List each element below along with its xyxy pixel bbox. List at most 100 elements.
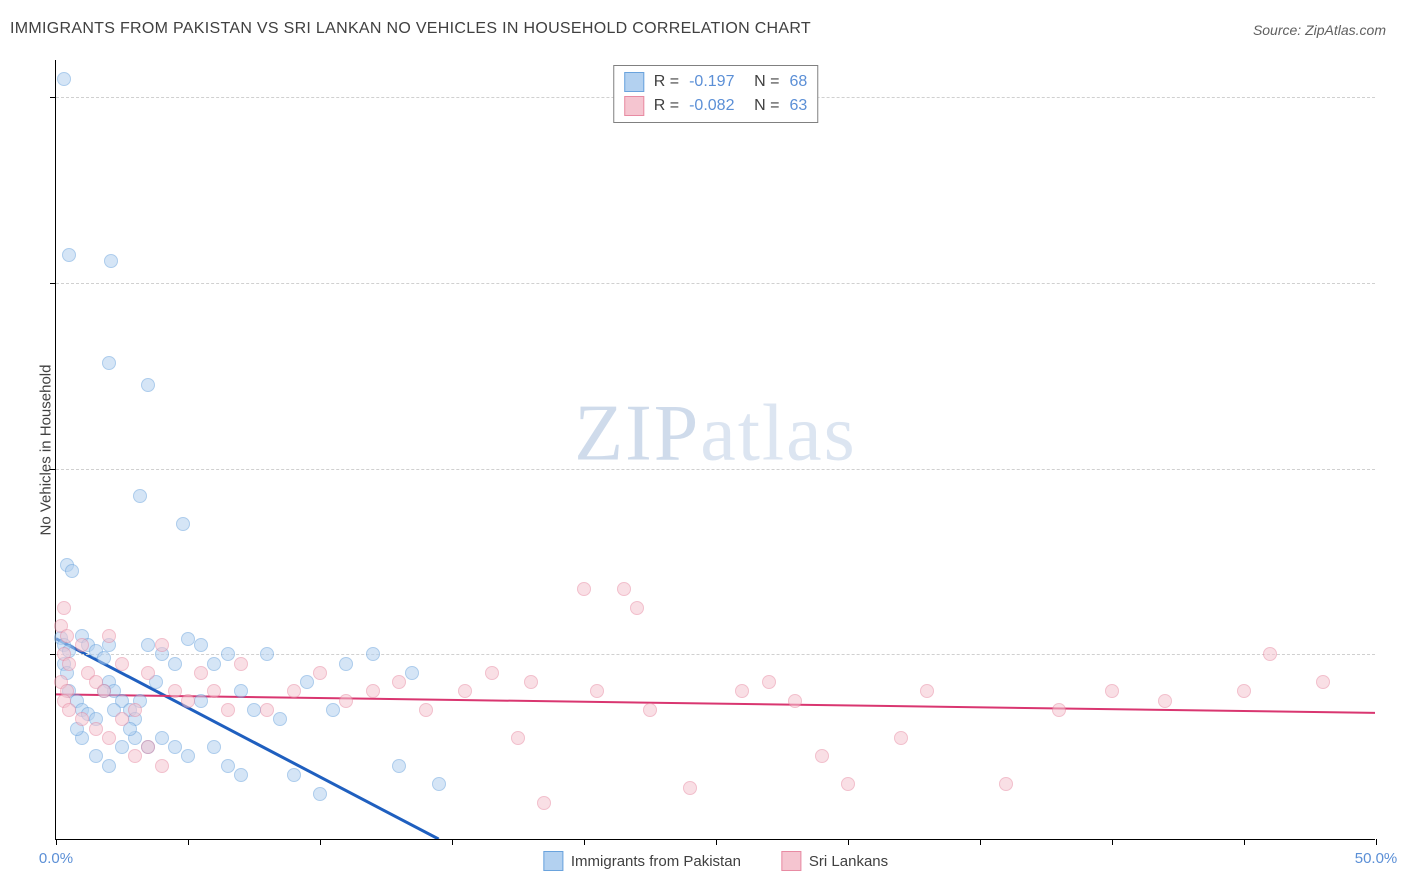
data-point-series1 bbox=[326, 703, 340, 717]
legend-n-value-1: 68 bbox=[789, 73, 807, 91]
data-point-series1 bbox=[65, 564, 79, 578]
data-point-series1 bbox=[181, 749, 195, 763]
data-point-series1 bbox=[432, 777, 446, 791]
data-point-series2 bbox=[155, 759, 169, 773]
data-point-series1 bbox=[194, 638, 208, 652]
data-point-series2 bbox=[894, 731, 908, 745]
data-point-series2 bbox=[920, 684, 934, 698]
data-point-series1 bbox=[287, 768, 301, 782]
legend-item-series2: Sri Lankans bbox=[781, 851, 888, 871]
data-point-series2 bbox=[115, 712, 129, 726]
x-tick bbox=[584, 839, 585, 845]
legend-row-series1: R = -0.197 N = 68 bbox=[624, 70, 807, 94]
watermark-part2: atlas bbox=[700, 389, 857, 477]
data-point-series2 bbox=[97, 684, 111, 698]
data-point-series2 bbox=[1263, 647, 1277, 661]
data-point-series1 bbox=[102, 759, 116, 773]
data-point-series2 bbox=[762, 675, 776, 689]
data-point-series2 bbox=[75, 638, 89, 652]
data-point-series2 bbox=[683, 781, 697, 795]
data-point-series1 bbox=[313, 787, 327, 801]
data-point-series2 bbox=[128, 703, 142, 717]
legend-n-label-1: N = bbox=[754, 73, 779, 91]
data-point-series2 bbox=[366, 684, 380, 698]
data-point-series2 bbox=[841, 777, 855, 791]
data-point-series2 bbox=[168, 684, 182, 698]
data-point-series2 bbox=[577, 582, 591, 596]
legend-label-2: Sri Lankans bbox=[809, 853, 888, 870]
data-point-series1 bbox=[181, 632, 195, 646]
gridline bbox=[56, 283, 1375, 284]
x-tick bbox=[320, 839, 321, 845]
source-attribution: Source: ZipAtlas.com bbox=[1253, 22, 1386, 38]
data-point-series2 bbox=[62, 657, 76, 671]
x-tick-label: 0.0% bbox=[39, 850, 73, 867]
legend-r-value-2: -0.082 bbox=[689, 97, 744, 115]
x-tick bbox=[452, 839, 453, 845]
y-tick bbox=[50, 469, 56, 470]
legend-label-1: Immigrants from Pakistan bbox=[571, 853, 741, 870]
trend-lines-svg bbox=[56, 60, 1375, 839]
data-point-series2 bbox=[89, 722, 103, 736]
data-point-series2 bbox=[102, 731, 116, 745]
legend-swatch-series2 bbox=[624, 96, 644, 116]
data-point-series2 bbox=[234, 657, 248, 671]
data-point-series2 bbox=[1237, 684, 1251, 698]
data-point-series2 bbox=[524, 675, 538, 689]
x-tick bbox=[716, 839, 717, 845]
y-axis-label: No Vehicles in Household bbox=[38, 364, 55, 535]
x-tick bbox=[1376, 839, 1377, 845]
data-point-series1 bbox=[207, 657, 221, 671]
x-tick bbox=[1112, 839, 1113, 845]
data-point-series1 bbox=[115, 740, 129, 754]
legend-swatch-series1 bbox=[624, 72, 644, 92]
data-point-series2 bbox=[128, 749, 142, 763]
gridline bbox=[56, 469, 1375, 470]
data-point-series2 bbox=[485, 666, 499, 680]
legend-row-series2: R = -0.082 N = 63 bbox=[624, 94, 807, 118]
data-point-series1 bbox=[168, 657, 182, 671]
data-point-series2 bbox=[60, 629, 74, 643]
y-tick bbox=[50, 283, 56, 284]
source-name: ZipAtlas.com bbox=[1305, 22, 1386, 38]
data-point-series1 bbox=[97, 651, 111, 665]
data-point-series2 bbox=[102, 629, 116, 643]
data-point-series2 bbox=[537, 796, 551, 810]
data-point-series2 bbox=[260, 703, 274, 717]
data-point-series1 bbox=[57, 72, 71, 86]
data-point-series2 bbox=[57, 601, 71, 615]
plot-area: No Vehicles in Household ZIPatlas 10.0%2… bbox=[55, 60, 1375, 840]
data-point-series2 bbox=[458, 684, 472, 698]
data-point-series1 bbox=[247, 703, 261, 717]
correlation-chart: IMMIGRANTS FROM PAKISTAN VS SRI LANKAN N… bbox=[10, 10, 1396, 882]
data-point-series2 bbox=[643, 703, 657, 717]
data-point-series1 bbox=[104, 254, 118, 268]
y-tick bbox=[50, 654, 56, 655]
data-point-series1 bbox=[392, 759, 406, 773]
data-point-series1 bbox=[273, 712, 287, 726]
legend-r-value-1: -0.197 bbox=[689, 73, 744, 91]
chart-title: IMMIGRANTS FROM PAKISTAN VS SRI LANKAN N… bbox=[10, 20, 811, 38]
legend-r-label-2: R = bbox=[654, 97, 679, 115]
data-point-series2 bbox=[590, 684, 604, 698]
data-point-series2 bbox=[339, 694, 353, 708]
legend-item-series1: Immigrants from Pakistan bbox=[543, 851, 741, 871]
data-point-series1 bbox=[234, 768, 248, 782]
legend-swatch-bottom-2 bbox=[781, 851, 801, 871]
x-tick bbox=[980, 839, 981, 845]
data-point-series2 bbox=[630, 601, 644, 615]
data-point-series1 bbox=[207, 740, 221, 754]
watermark: ZIPatlas bbox=[574, 388, 857, 479]
data-point-series1 bbox=[194, 694, 208, 708]
data-point-series2 bbox=[1316, 675, 1330, 689]
data-point-series2 bbox=[735, 684, 749, 698]
x-tick-label: 50.0% bbox=[1355, 850, 1398, 867]
data-point-series2 bbox=[617, 582, 631, 596]
source-label: Source: bbox=[1253, 22, 1301, 38]
data-point-series1 bbox=[221, 759, 235, 773]
series-legend: Immigrants from Pakistan Sri Lankans bbox=[543, 851, 888, 871]
data-point-series2 bbox=[511, 731, 525, 745]
legend-n-value-2: 63 bbox=[789, 97, 807, 115]
legend-n-label-2: N = bbox=[754, 97, 779, 115]
data-point-series2 bbox=[75, 712, 89, 726]
